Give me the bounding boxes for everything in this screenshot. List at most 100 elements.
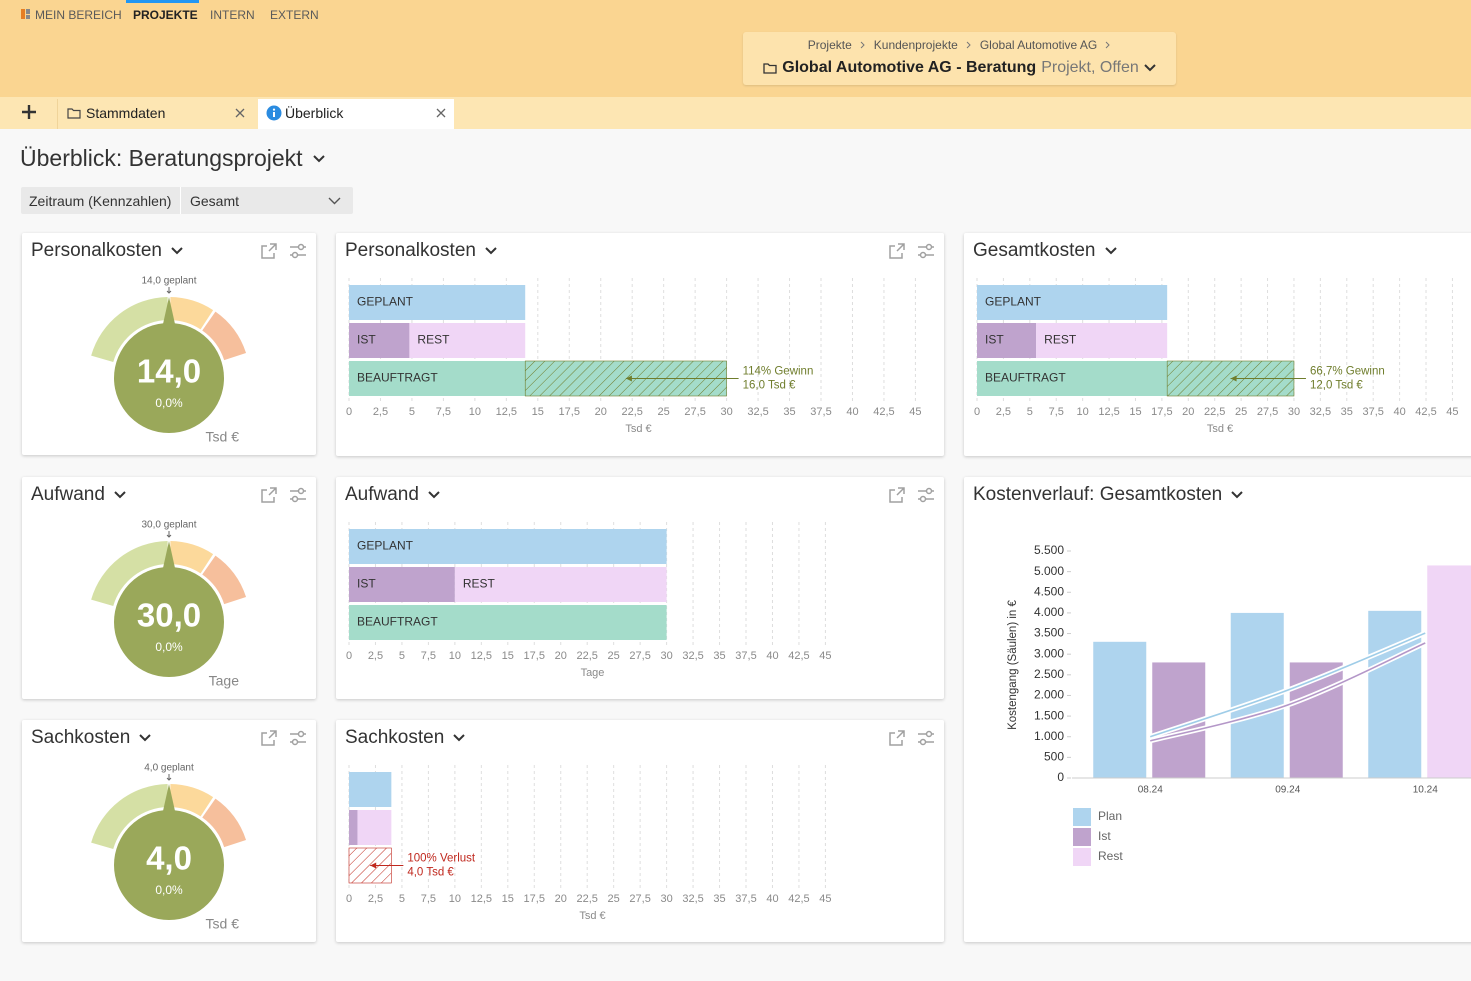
x-tick-label: 10.24 (1413, 785, 1438, 796)
close-tab[interactable] (436, 108, 446, 118)
settings[interactable] (289, 729, 307, 747)
x-tick-label: 27,5 (684, 406, 705, 418)
dropdown[interactable] (453, 734, 466, 742)
x-tick-label: 17,5 (559, 406, 580, 418)
dropdown[interactable] (171, 247, 183, 255)
dropdown[interactable] (312, 154, 325, 163)
settings[interactable] (289, 242, 307, 260)
dropdown[interactable] (428, 491, 440, 499)
x-tick-label: 45 (909, 406, 921, 418)
breadcrumb-item[interactable]: Projekte (807, 38, 852, 52)
x-tick-label: 20 (555, 893, 567, 905)
icon-part (428, 491, 440, 499)
x-tick-label: 45 (1446, 406, 1458, 418)
icon-part (291, 251, 299, 259)
page-title: Überblick: Beratungsprojekt (20, 145, 303, 171)
dropdown[interactable] (114, 491, 126, 499)
icon-part (860, 41, 865, 49)
x-tick-label: 0 (974, 406, 980, 418)
x-tick-label: 25 (1235, 406, 1247, 418)
x-tick-label: 17,5 (524, 893, 545, 905)
icon-part (114, 491, 126, 499)
open-external[interactable] (260, 729, 278, 747)
icon-part (297, 730, 305, 738)
actual-bar (977, 323, 1037, 358)
settings[interactable] (917, 486, 935, 504)
icon-part (261, 487, 277, 503)
open-external[interactable] (888, 486, 906, 504)
open-external[interactable] (888, 729, 906, 747)
icon-part (436, 108, 446, 118)
x-tick-label: 22,5 (576, 893, 597, 905)
nav-item[interactable]: EXTERN (270, 8, 319, 22)
gauge-segment (170, 784, 214, 817)
breadcrumb-item[interactable]: Global Automotive AG (979, 38, 1098, 52)
widget-canvas: 0 2,5 5 7,5 10 12,5 15 17,5 20 22,5 25 27,5 30 32,5 35… (346, 522, 832, 679)
line (1150, 642, 1426, 742)
icon-part (919, 495, 927, 503)
nav-item[interactable]: MEIN BEREICH (35, 8, 122, 22)
dropdown[interactable] (1231, 491, 1243, 499)
x-tick-label: 20 (595, 406, 607, 418)
settings[interactable] (917, 729, 935, 747)
icon-part (272, 108, 276, 111)
x-tick-label: 45 (819, 893, 831, 905)
add-tab[interactable] (21, 104, 37, 120)
dropdown[interactable] (485, 247, 497, 255)
bar-label: BEAUFTRAGT (985, 371, 1066, 385)
bar-label: GEPLANT (985, 295, 1042, 309)
icon-part (1144, 64, 1156, 72)
gauge-planned-marker (166, 531, 172, 538)
open-external[interactable] (260, 486, 278, 504)
widget: 30,0 geplant 30,0 0,0% Tage Aufwand (22, 477, 316, 699)
legend-swatch (1073, 828, 1091, 846)
page-header: Überblick: Beratungsprojekt (20, 145, 325, 172)
icon-part (67, 108, 81, 119)
bar-label: BEAUFTRAGT (357, 615, 438, 629)
x-tick-label: 22,5 (1204, 406, 1225, 418)
bar-label: BEAUFTRAGT (357, 371, 438, 385)
settings[interactable] (917, 242, 935, 260)
x-tick-label: 37,5 (735, 893, 756, 905)
widget-canvas: 0 2,5 5 7,5 10 12,5 15 17,5 20 22,5 25 27,5 30 32,5 35… (346, 278, 922, 435)
x-tick-label: 40 (766, 650, 778, 662)
dropdown[interactable] (139, 734, 152, 742)
open-external[interactable] (260, 242, 278, 260)
rest-bar (454, 567, 667, 602)
x-tick-label: 42,5 (788, 893, 809, 905)
actual-bar (349, 567, 455, 602)
icon-part (1105, 41, 1110, 49)
widget-header: Aufwand (31, 484, 126, 506)
active-tab[interactable] (258, 99, 454, 129)
x-tick-label: 7,5 (421, 650, 436, 662)
filter[interactable]: Zeitraum (Kennzahlen) Gesamt (21, 187, 353, 214)
x-tick-label: 2,5 (368, 893, 383, 905)
x-tick-label: 40 (846, 406, 858, 418)
widget: 0 2,5 5 7,5 10 12,5 15 17,5 20 22,5 25 27,5 30 32,5 35… (336, 477, 944, 699)
x-axis-label: Tsd € (625, 423, 651, 435)
x-tick-label: 2,5 (373, 406, 388, 418)
settings[interactable] (289, 486, 307, 504)
x-tick-label: 10 (449, 893, 461, 905)
x-tick-label: 0 (346, 650, 352, 662)
x-tick-label: 25 (658, 406, 670, 418)
breadcrumb-item[interactable]: Kundenprojekte (873, 38, 958, 52)
widget: 4,0 geplant 4,0 0,0% Tsd € Sachkosten (22, 720, 316, 942)
close-tab[interactable] (235, 108, 245, 118)
y-tick-label: 3.000 (1034, 646, 1064, 660)
widget-title: Aufwand (31, 484, 105, 505)
x-tick-label: 2,5 (996, 406, 1011, 418)
filter-label: Zeitraum (Kennzahlen) (29, 193, 172, 209)
x-tick-label: 15 (502, 650, 514, 662)
nav-item[interactable]: PROJEKTE (133, 8, 198, 22)
open-external[interactable] (888, 242, 906, 260)
icon-part (925, 243, 933, 251)
x-tick-label: 5 (399, 893, 405, 905)
dropdown[interactable] (1104, 247, 1117, 255)
widget-header: Personalkosten (345, 240, 497, 262)
widget-canvas: 0 500 1.000 1.500 2.000 2.500 3.000 3.500 4.000 4… (1007, 543, 1471, 866)
x-tick-label: 2,5 (368, 650, 383, 662)
nav-item[interactable]: INTERN (210, 8, 255, 22)
dropdown[interactable] (1144, 64, 1156, 72)
